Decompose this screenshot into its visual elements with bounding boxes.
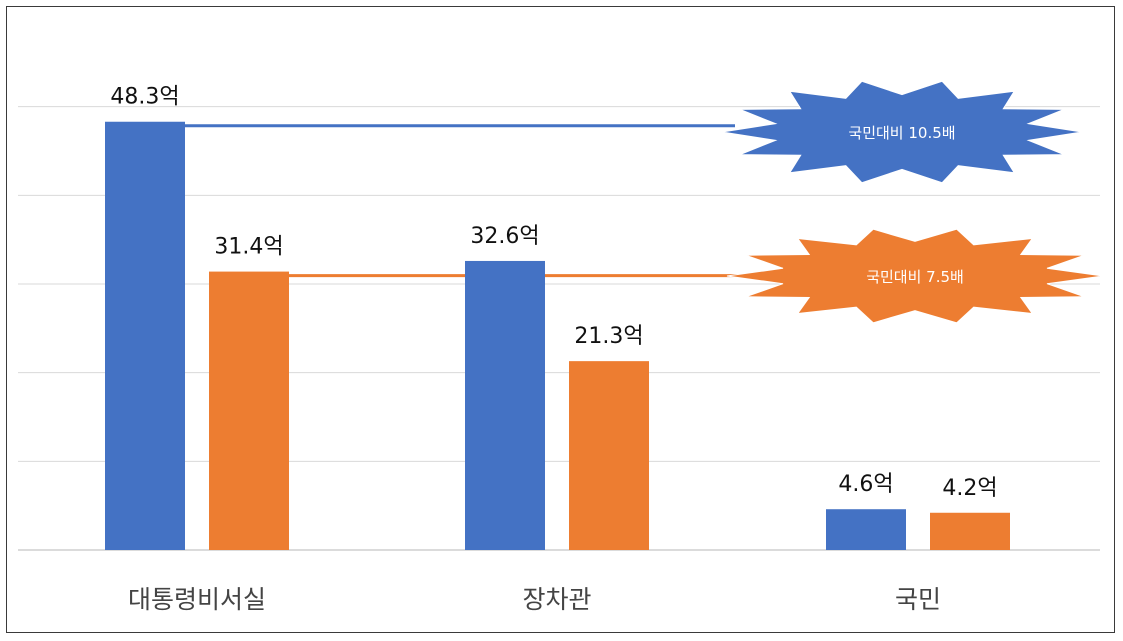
data-label: 4.2억 — [942, 476, 997, 501]
data-label: 48.3억 — [110, 85, 179, 110]
bar — [930, 512, 1010, 550]
callout-label: 국민대비 7.5배 — [866, 268, 964, 286]
bar — [569, 361, 649, 550]
data-label: 32.6억 — [470, 224, 539, 249]
bar — [209, 271, 289, 550]
bar — [105, 121, 185, 551]
category-label: 장차관 — [522, 585, 591, 614]
callout-burst — [726, 228, 1104, 324]
category-label: 대통령비서실 — [128, 585, 266, 614]
category-label: 국민 — [895, 585, 941, 614]
callout-burst — [721, 80, 1083, 184]
data-label: 4.6억 — [838, 472, 893, 497]
callout-label: 국민대비 10.5배 — [848, 124, 955, 142]
data-label: 21.3억 — [574, 324, 643, 349]
bar — [465, 260, 545, 550]
data-label: 31.4억 — [214, 235, 283, 260]
bar — [826, 509, 906, 550]
